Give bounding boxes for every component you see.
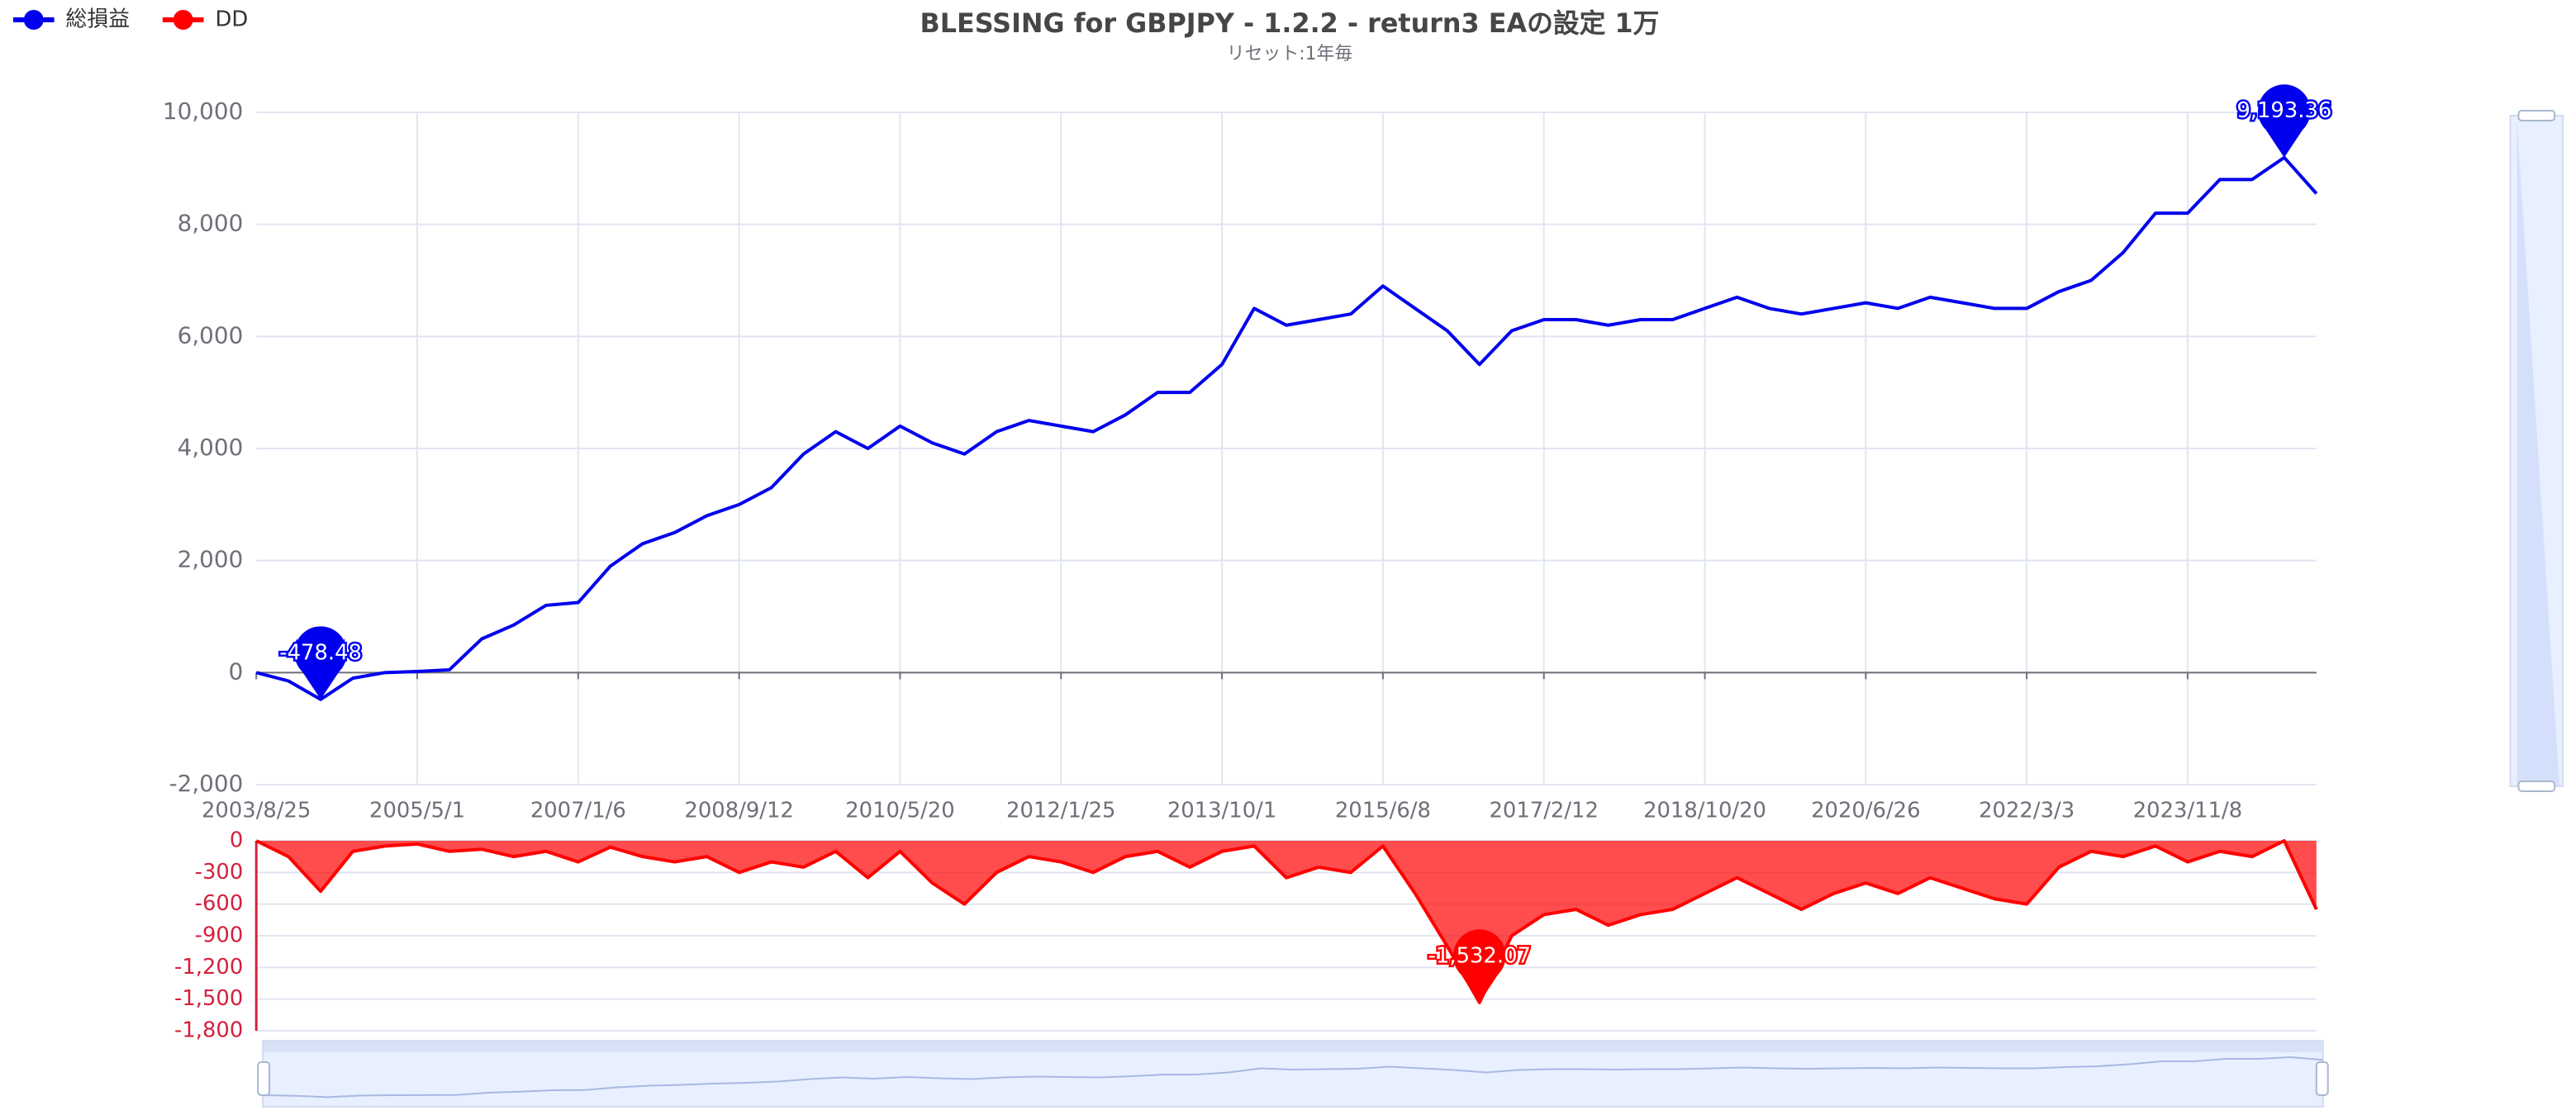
x-tick-label: 2023/11/8 — [2133, 798, 2242, 823]
zoom-handle[interactable] — [257, 1061, 271, 1096]
area-line — [255, 839, 2318, 1004]
zoom-bar — [263, 1041, 2323, 1052]
y-tick-label: -1,500 — [174, 986, 243, 1011]
x-tick-label: 2015/6/8 — [1335, 798, 1431, 823]
zoom-handle[interactable] — [2315, 1061, 2329, 1096]
y-tick-label: -1,800 — [174, 1018, 243, 1042]
y-tick-label: 0 — [229, 657, 244, 685]
mark-point-pin — [1452, 929, 1506, 1003]
y-tick-label: 4,000 — [178, 434, 244, 461]
legend-label: DD — [215, 7, 248, 31]
area-fill — [256, 841, 2317, 1003]
y-tick-label: 6,000 — [178, 321, 244, 349]
y-tick-label: -600 — [195, 891, 244, 916]
y-tick-label: -900 — [195, 923, 244, 947]
zoom-preview-line — [263, 1056, 2323, 1098]
legend-label: 総損益 — [66, 7, 131, 31]
mark-point-label: -478.48 — [279, 640, 362, 665]
x-tick-label: 2020/6/26 — [1811, 798, 1920, 823]
y-tick-label: -300 — [195, 860, 244, 885]
mark-point-pin — [294, 626, 347, 700]
data-zoom-slider[interactable] — [257, 1040, 2329, 1108]
series-line — [255, 155, 2318, 701]
slider-handle[interactable] — [2517, 780, 2556, 792]
y-tick-label: 10,000 — [163, 97, 243, 125]
x-tick-label: 2003/8/25 — [202, 798, 311, 823]
x-tick-label: 2008/9/12 — [684, 798, 793, 823]
legend-marker — [23, 10, 44, 30]
mark-point-label: -1,532.07 — [1428, 943, 1531, 968]
mark-point-label: 9,193.36 — [2236, 98, 2331, 123]
vertical-slider[interactable] — [2509, 110, 2564, 792]
x-tick-label: 2017/2/12 — [1489, 798, 1598, 823]
x-tick-label: 2007/1/6 — [530, 798, 626, 823]
chart-subtitle: リセット:1年毎 — [1227, 44, 1353, 64]
legend-marker — [173, 10, 193, 30]
x-tick-label: 2022/3/3 — [1979, 798, 2075, 823]
x-tick-label: 2005/5/1 — [369, 798, 465, 823]
x-tick-label: 2012/1/25 — [1006, 798, 1115, 823]
y-tick-label: 0 — [230, 828, 243, 852]
chart-title: BLESSING for GBPJPY - 1.2.2 - return3 EA… — [920, 7, 1659, 39]
x-tick-label: 2010/5/20 — [845, 798, 954, 823]
y-tick-label: 2,000 — [178, 546, 244, 573]
slider-handle[interactable] — [2517, 110, 2556, 121]
mark-point-pin — [2258, 84, 2311, 158]
y-tick-label: -1,200 — [174, 955, 243, 980]
x-tick-label: 2018/10/20 — [1643, 798, 1766, 823]
y-tick-label: 8,000 — [178, 210, 244, 237]
y-tick-label: -2,000 — [169, 770, 244, 797]
x-tick-label: 2013/10/1 — [1167, 798, 1276, 823]
